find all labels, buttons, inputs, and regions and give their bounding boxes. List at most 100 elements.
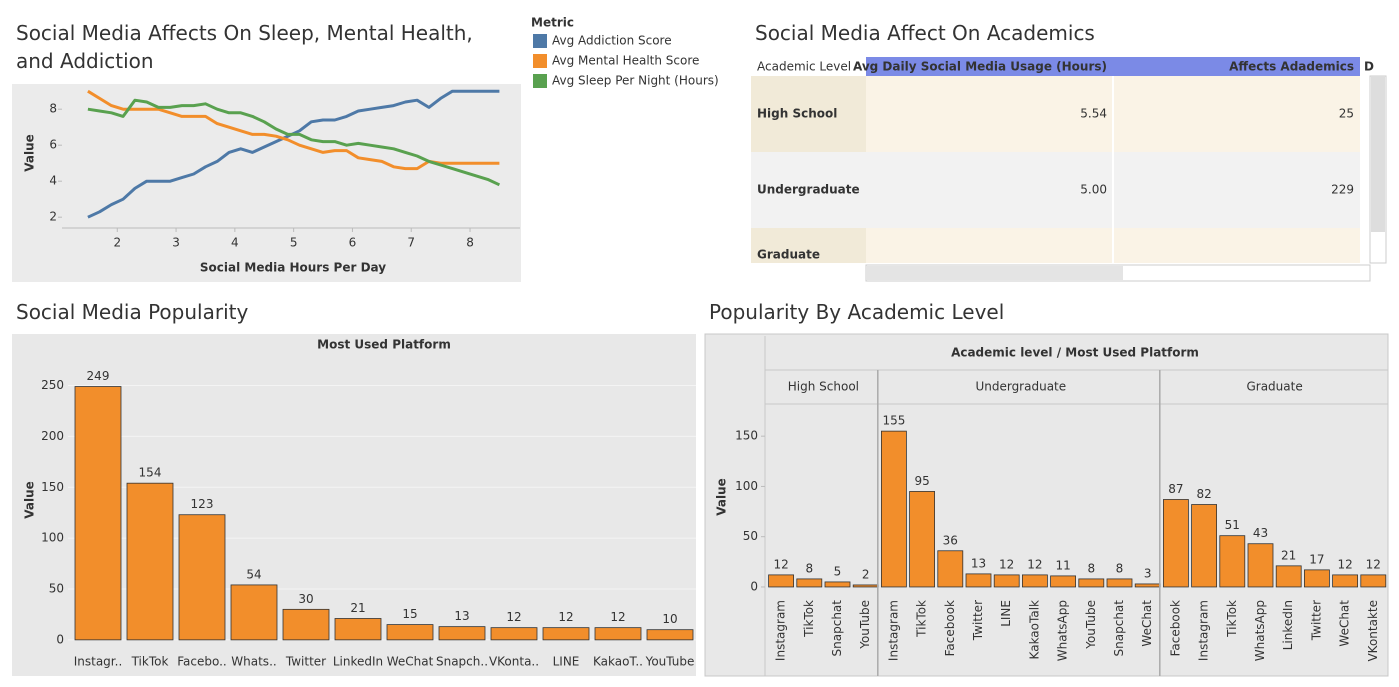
row-label: High School: [757, 107, 837, 121]
value-label: 11: [1055, 558, 1070, 572]
value-label: 12: [506, 610, 521, 624]
bar: [230, 584, 278, 641]
scrollbar-thumb: [1371, 76, 1385, 232]
x-tick-label: KakaoT..: [593, 655, 643, 669]
table-header-band: [866, 57, 1360, 76]
x-tick-label: WeChat: [387, 655, 434, 669]
table-header: D: [1364, 60, 1374, 74]
value-label: 2: [862, 567, 870, 581]
value-label: 123: [191, 497, 214, 511]
bar: [768, 574, 794, 588]
bar: [824, 581, 851, 588]
bar: [1247, 543, 1274, 588]
y-tick-label: 150: [735, 429, 758, 443]
table-cell: [751, 76, 866, 152]
y-tick-label: 2: [49, 210, 57, 224]
grouped-panel: [704, 333, 1389, 677]
bar: [1050, 575, 1076, 588]
value-label: 8: [1116, 561, 1124, 575]
chart-title: Popularity By Academic Level: [709, 300, 1005, 324]
value-label: 10: [662, 612, 677, 626]
x-tick-label: LINE: [999, 600, 1013, 627]
x-tick-label: Instagram: [1197, 600, 1211, 661]
x-tick-label: 2: [113, 236, 121, 250]
value-label: 51: [1225, 518, 1240, 532]
x-tick-label: VKontakte: [1366, 600, 1380, 662]
legend-swatch: [533, 34, 547, 48]
value-label: 21: [1281, 548, 1296, 562]
value-label: 8: [805, 561, 813, 575]
value-label: 13: [971, 556, 986, 570]
value-label: 82: [1196, 487, 1211, 501]
bar: [1304, 569, 1330, 588]
y-tick-label: 8: [49, 102, 57, 116]
table-value: 5.00: [1080, 183, 1107, 197]
value-label: 12: [1337, 557, 1352, 571]
table-value: 25: [1339, 107, 1354, 121]
bar: [1163, 499, 1189, 588]
x-tick-label: VKonta..: [489, 655, 539, 669]
value-label: 12: [773, 557, 788, 571]
y-tick-label: 50: [49, 581, 64, 595]
value-label: 3: [1144, 566, 1152, 580]
y-tick-label: 100: [41, 531, 64, 545]
value-label: 249: [87, 369, 110, 383]
x-tick-label: TikTok: [131, 655, 169, 669]
chart-title: Social Media Affects On Sleep, Mental He…: [16, 21, 473, 73]
value-label: 87: [1168, 482, 1183, 496]
bar: [1078, 578, 1105, 588]
bar: [1219, 535, 1246, 588]
x-tick-label: Instagram: [774, 600, 788, 661]
legend-swatch: [533, 54, 547, 68]
value-label: 43: [1253, 526, 1268, 540]
bar: [909, 491, 935, 588]
x-tick-label: LinkedIn: [333, 655, 383, 669]
value-label: 54: [246, 567, 261, 581]
y-tick-label: 6: [49, 138, 57, 152]
x-tick-label: TikTok: [915, 600, 929, 638]
x-tick-label: LINE: [553, 655, 580, 669]
bar: [334, 618, 382, 641]
x-tick-label: Snapchat: [1112, 600, 1126, 657]
bar: [438, 626, 486, 641]
x-tick-label: WeChat: [1338, 600, 1352, 647]
bar: [1106, 578, 1133, 588]
y-tick-label: 250: [41, 378, 64, 392]
y-axis-label: Value: [715, 478, 729, 516]
value-label: 36: [943, 533, 958, 547]
value-label: 155: [882, 414, 905, 428]
x-tick-label: 6: [349, 236, 357, 250]
x-tick-label: Facebook: [943, 600, 957, 656]
chart-header: Academic level / Most Used Platform: [951, 346, 1199, 360]
x-tick-label: WhatsApp: [1253, 600, 1267, 661]
table-header: Affects Adademics: [1229, 60, 1354, 74]
chart-title: Social Media Popularity: [16, 300, 249, 324]
value-label: 5: [834, 564, 842, 578]
x-tick-label: WeChat: [1140, 600, 1154, 647]
bar: [1134, 583, 1161, 588]
chart-header: Most Used Platform: [317, 338, 451, 352]
x-tick-label: 8: [466, 236, 474, 250]
table-header: Academic Level: [757, 60, 851, 74]
x-tick-label: Facebo..: [177, 655, 227, 669]
bar: [386, 624, 434, 641]
group-label: Undergraduate: [975, 380, 1066, 394]
bar: [282, 608, 330, 641]
value-label: 21: [350, 601, 365, 615]
x-tick-label: Twitter: [971, 600, 985, 641]
x-tick-label: 5: [290, 236, 298, 250]
value-label: 12: [610, 610, 625, 624]
table-cell: [751, 228, 866, 263]
value-label: 12: [558, 610, 573, 624]
legend-title: Metric: [531, 16, 574, 30]
x-tick-label: 3: [172, 236, 180, 250]
value-label: 12: [1027, 557, 1042, 571]
bar: [965, 573, 992, 588]
y-tick-label: 150: [41, 480, 64, 494]
value-label: 17: [1309, 552, 1324, 566]
table-header: Avg Daily Social Media Usage (Hours): [853, 60, 1107, 74]
y-axis-label: Value: [23, 481, 37, 519]
bar: [993, 574, 1020, 588]
bar: [796, 578, 823, 588]
